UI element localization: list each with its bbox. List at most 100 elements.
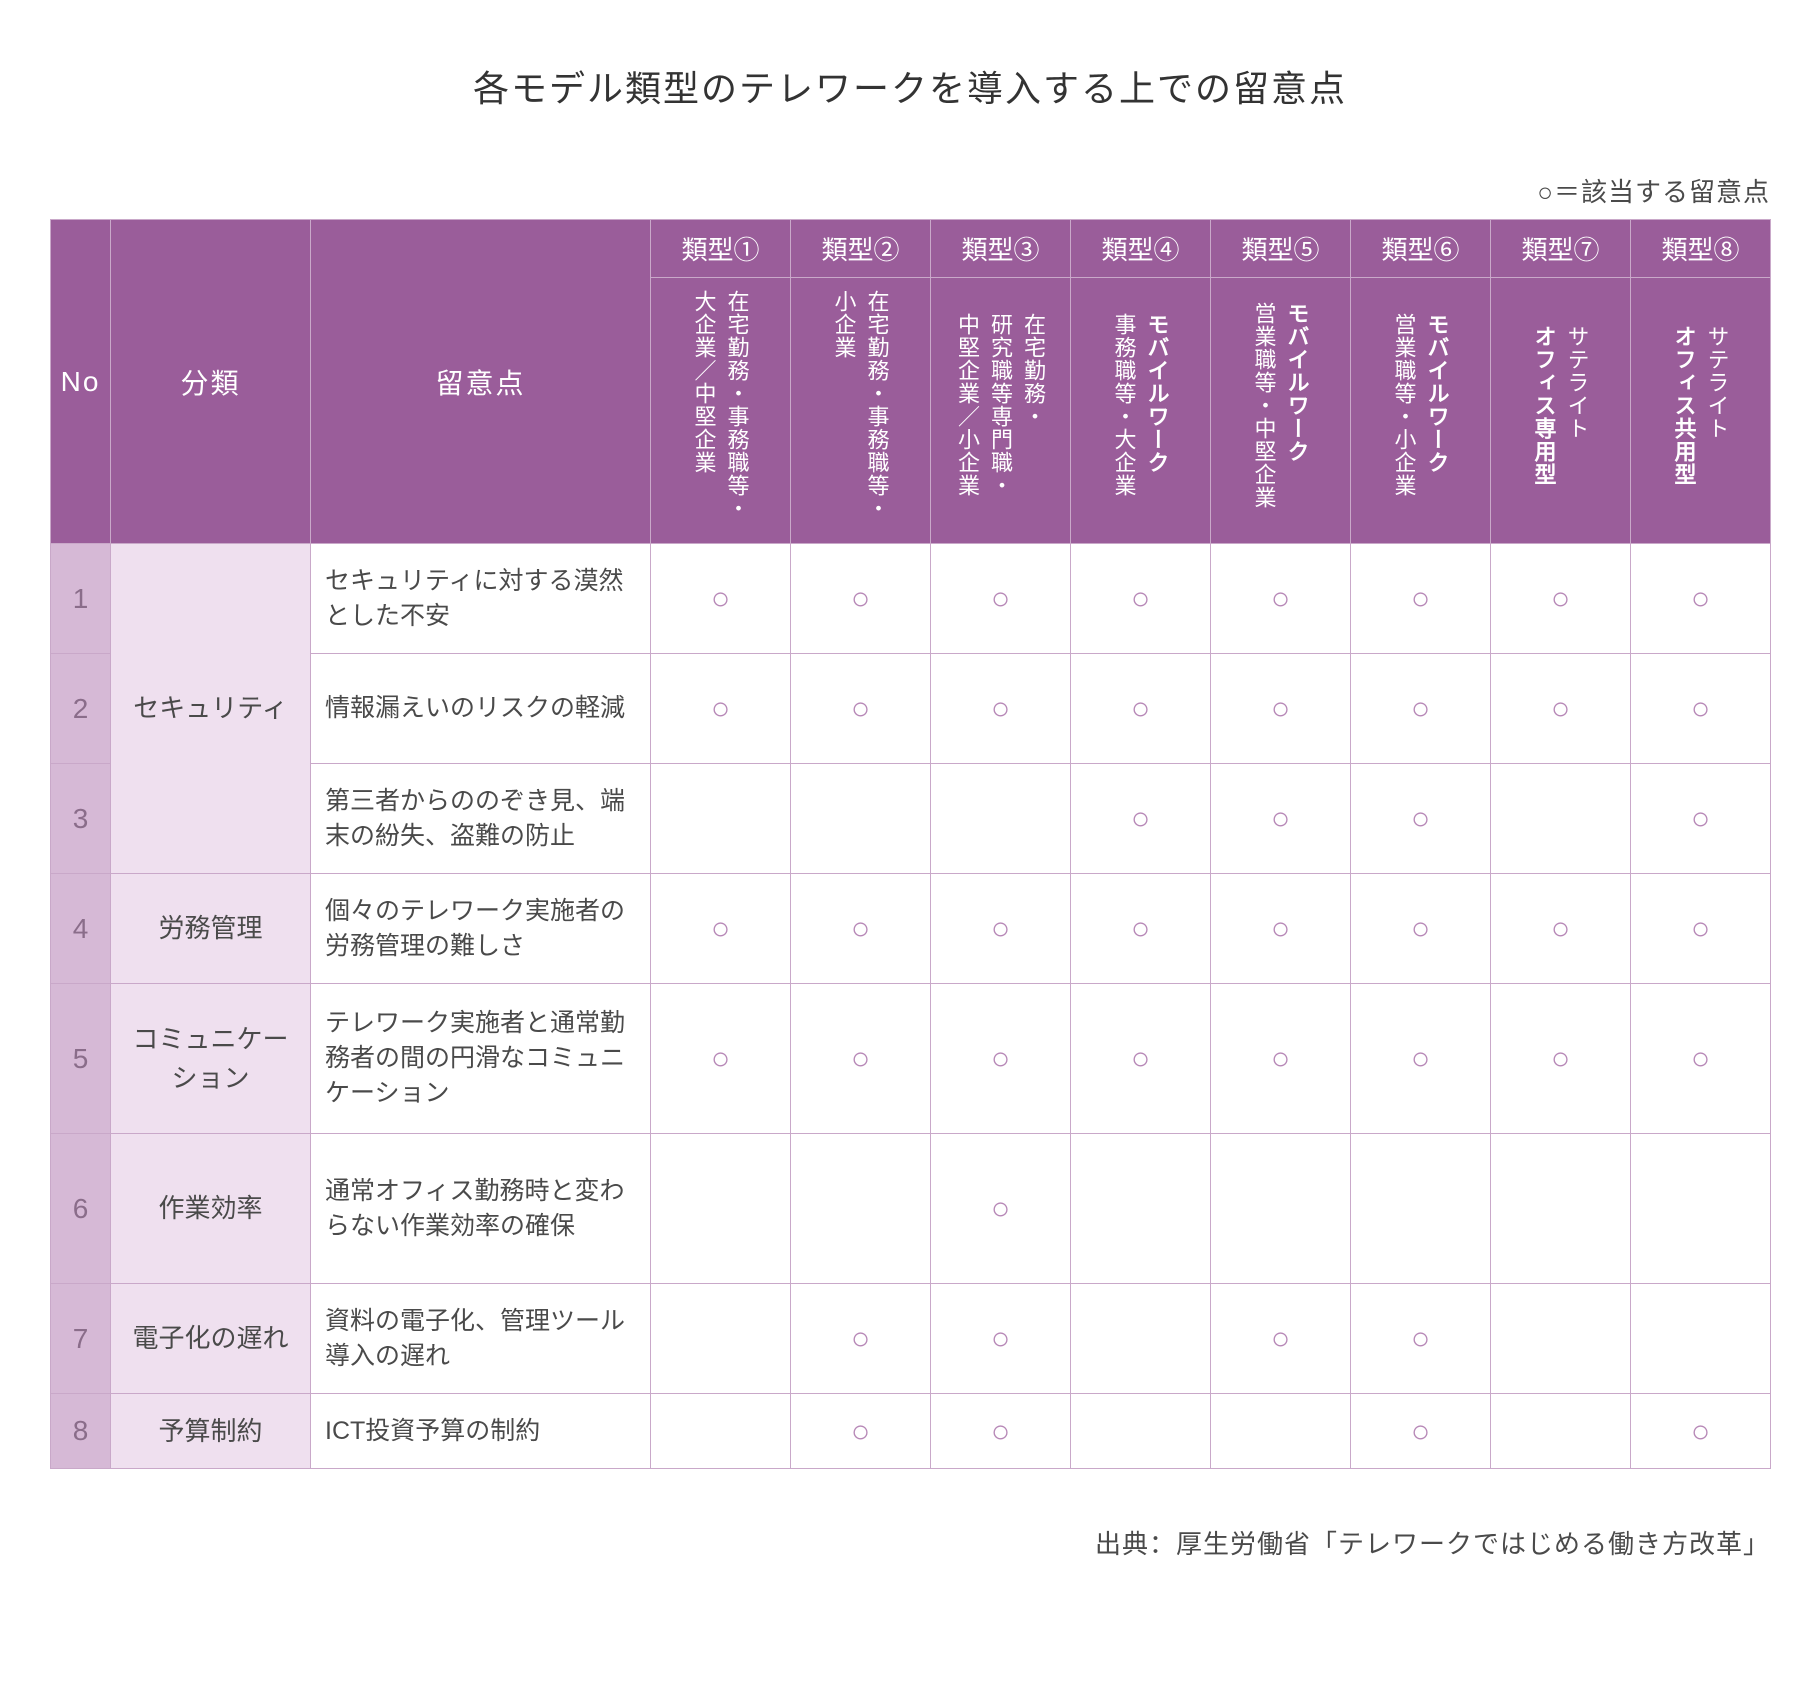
header-type-desc-5: モバイルワーク営業職等・中堅企業: [1211, 278, 1351, 544]
mark-cell: ○: [931, 1284, 1071, 1394]
row-category: 作業効率: [111, 1134, 311, 1284]
header-type-desc-4: モバイルワーク事務職等・大企業: [1071, 278, 1211, 544]
mark-cell: ○: [931, 1134, 1071, 1284]
header-type-desc-2: 在宅勤務・事務職等・小企業: [791, 278, 931, 544]
row-category: 労務管理: [111, 874, 311, 984]
header-type-top-3: 類型③: [931, 220, 1071, 278]
row-number: 5: [51, 984, 111, 1134]
mark-cell: ○: [1351, 1284, 1491, 1394]
mark-cell: ○: [1211, 1284, 1351, 1394]
mark-cell: ○: [1631, 544, 1771, 654]
mark-cell: [1071, 1284, 1211, 1394]
mark-cell: [1631, 1284, 1771, 1394]
header-type-top-6: 類型⑥: [1351, 220, 1491, 278]
mark-cell: ○: [931, 874, 1071, 984]
header-type-desc-7: サテライトオフィス専用型: [1491, 278, 1631, 544]
table-header: No 分類 留意点 類型①類型②類型③類型④類型⑤類型⑥類型⑦類型⑧ 在宅勤務・…: [51, 220, 1771, 544]
mark-cell: ○: [1211, 984, 1351, 1134]
header-type-top-8: 類型⑧: [1631, 220, 1771, 278]
row-point: 個々のテレワーク実施者の労務管理の難しさ: [311, 874, 651, 984]
mark-cell: ○: [1071, 984, 1211, 1134]
row-number: 2: [51, 654, 111, 764]
row-point: セキュリティに対する漠然とした不安: [311, 544, 651, 654]
row-number: 7: [51, 1284, 111, 1394]
mark-cell: ○: [1631, 874, 1771, 984]
mark-cell: [1071, 1134, 1211, 1284]
mark-cell: ○: [1071, 654, 1211, 764]
header-type-desc-6: モバイルワーク営業職等・小企業: [1351, 278, 1491, 544]
row-point: テレワーク実施者と通常勤務者の間の円滑なコミュニケーション: [311, 984, 651, 1134]
mark-cell: ○: [1631, 764, 1771, 874]
mark-cell: [1071, 1394, 1211, 1469]
mark-cell: [1211, 1394, 1351, 1469]
mark-cell: ○: [1491, 984, 1631, 1134]
row-point: 第三者からののぞき見、端末の紛失、盗難の防止: [311, 764, 651, 874]
mark-cell: ○: [1211, 764, 1351, 874]
telework-table: No 分類 留意点 類型①類型②類型③類型④類型⑤類型⑥類型⑦類型⑧ 在宅勤務・…: [50, 219, 1771, 1469]
header-type-top-2: 類型②: [791, 220, 931, 278]
mark-cell: [1631, 1134, 1771, 1284]
header-type-top-4: 類型④: [1071, 220, 1211, 278]
row-number: 4: [51, 874, 111, 984]
header-type-desc-1: 在宅勤務・事務職等・大企業／中堅企業: [651, 278, 791, 544]
mark-cell: ○: [1631, 984, 1771, 1134]
row-category: 予算制約: [111, 1394, 311, 1469]
header-type-desc-3: 在宅勤務・研究職等専門職・中堅企業／小企業: [931, 278, 1071, 544]
mark-cell: ○: [791, 984, 931, 1134]
mark-cell: ○: [1351, 984, 1491, 1134]
mark-cell: ○: [931, 984, 1071, 1134]
mark-cell: [1351, 1134, 1491, 1284]
row-point: 情報漏えいのリスクの軽減: [311, 654, 651, 764]
mark-cell: [931, 764, 1071, 874]
mark-cell: ○: [1351, 1394, 1491, 1469]
mark-cell: ○: [791, 544, 931, 654]
mark-cell: ○: [1631, 1394, 1771, 1469]
mark-cell: ○: [931, 1394, 1071, 1469]
mark-cell: ○: [791, 1284, 931, 1394]
header-type-top-7: 類型⑦: [1491, 220, 1631, 278]
mark-cell: [651, 1134, 791, 1284]
mark-cell: ○: [1351, 764, 1491, 874]
mark-cell: ○: [1071, 544, 1211, 654]
header-point: 留意点: [311, 220, 651, 544]
mark-cell: ○: [1211, 874, 1351, 984]
mark-cell: ○: [651, 654, 791, 764]
header-type-desc-8: サテライトオフィス共用型: [1631, 278, 1771, 544]
mark-cell: [651, 764, 791, 874]
row-number: 8: [51, 1394, 111, 1469]
mark-cell: ○: [1351, 874, 1491, 984]
mark-cell: [1491, 764, 1631, 874]
row-point: ICT投資予算の制約: [311, 1394, 651, 1469]
mark-cell: ○: [651, 544, 791, 654]
mark-cell: ○: [1351, 544, 1491, 654]
mark-cell: ○: [1631, 654, 1771, 764]
mark-cell: [791, 764, 931, 874]
mark-cell: ○: [1211, 654, 1351, 764]
table-row: 5コミュニケーションテレワーク実施者と通常勤務者の間の円滑なコミュニケーション○…: [51, 984, 1771, 1134]
mark-cell: [651, 1284, 791, 1394]
mark-cell: ○: [791, 654, 931, 764]
legend-text: ○＝該当する留意点: [50, 172, 1770, 209]
mark-cell: ○: [1071, 874, 1211, 984]
source-text: 出典：厚生労働省「テレワークではじめる働き方改革」: [50, 1524, 1770, 1561]
table-row: 6作業効率通常オフィス勤務時と変わらない作業効率の確保○: [51, 1134, 1771, 1284]
mark-cell: [791, 1134, 931, 1284]
mark-cell: ○: [651, 984, 791, 1134]
row-number: 1: [51, 544, 111, 654]
mark-cell: ○: [931, 654, 1071, 764]
row-category: コミュニケーション: [111, 984, 311, 1134]
mark-cell: ○: [931, 544, 1071, 654]
table-row: 8予算制約ICT投資予算の制約○○○○: [51, 1394, 1771, 1469]
header-no: No: [51, 220, 111, 544]
page-title: 各モデル類型のテレワークを導入する上での留意点: [50, 60, 1770, 112]
mark-cell: ○: [1491, 874, 1631, 984]
mark-cell: ○: [1211, 544, 1351, 654]
row-point: 通常オフィス勤務時と変わらない作業効率の確保: [311, 1134, 651, 1284]
row-category: セキュリティ: [111, 544, 311, 874]
table-row: 7電子化の遅れ資料の電子化、管理ツール導入の遅れ○○○○: [51, 1284, 1771, 1394]
table-row: 4労務管理個々のテレワーク実施者の労務管理の難しさ○○○○○○○○: [51, 874, 1771, 984]
mark-cell: ○: [651, 874, 791, 984]
mark-cell: ○: [1491, 654, 1631, 764]
mark-cell: ○: [1351, 654, 1491, 764]
mark-cell: [1491, 1284, 1631, 1394]
